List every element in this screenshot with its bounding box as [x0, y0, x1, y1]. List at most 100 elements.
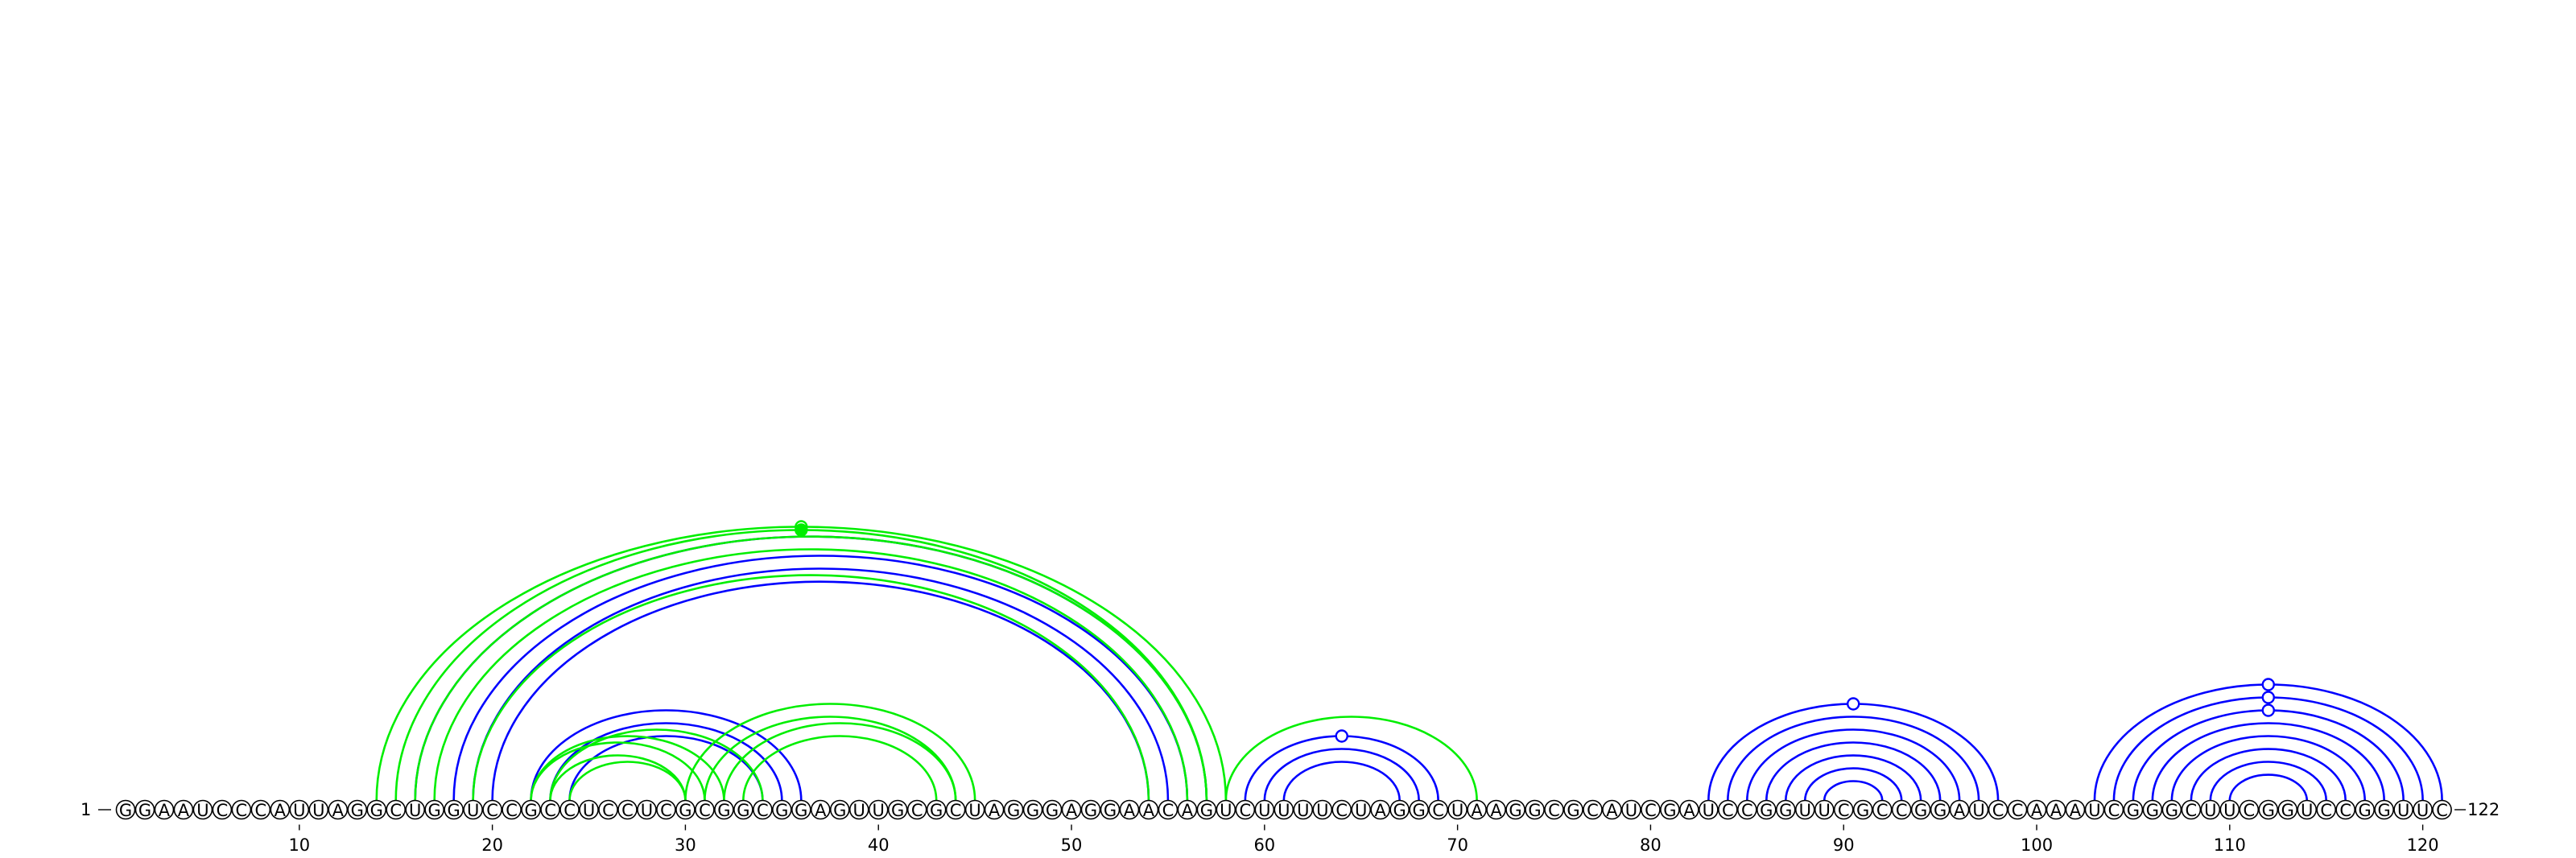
nucleotide-letter: A	[2031, 801, 2043, 820]
nucleotide: C	[2316, 799, 2337, 820]
nucleotide-circle	[1177, 799, 1198, 820]
nucleotide: C	[1891, 799, 1912, 820]
nucleotide-letter: G	[717, 801, 730, 820]
nucleotide-letter: A	[989, 801, 1001, 820]
nucleotide: G	[1505, 799, 1525, 820]
nucleotide-letter: U	[1625, 801, 1637, 820]
nucleotide-circle	[270, 799, 291, 820]
tick-label: 100	[2021, 835, 2053, 855]
end-label: 122	[2467, 800, 2500, 819]
arc-structure-a	[2151, 722, 2385, 801]
nucleotide-circle	[1757, 799, 1777, 820]
nucleotide-circle	[1872, 799, 1893, 820]
nucleotide: C	[1718, 799, 1738, 820]
nucleotide: C	[1988, 799, 2008, 820]
nucleotide-letter: G	[428, 801, 441, 820]
nucleotide-circle	[1544, 799, 1564, 820]
nucleotide-circle	[1660, 799, 1680, 820]
nucleotide-circle	[154, 799, 175, 820]
nucleotide-letter: C	[602, 801, 614, 820]
arc-structure-b	[472, 574, 1150, 801]
nucleotide-circle	[1486, 799, 1506, 820]
nucleotide: U	[848, 799, 869, 820]
nucleotide-letter: U	[467, 801, 479, 820]
arcs-layer	[375, 520, 2443, 801]
nucleotide-letter: C	[660, 801, 672, 820]
nucleotide-circle	[1525, 799, 1545, 820]
nucleotide: G	[1022, 799, 1043, 820]
nucleotide: A	[810, 799, 831, 820]
tick-label: 40	[868, 835, 890, 855]
nucleotide-letter: U	[583, 801, 595, 820]
nucleotide-circle	[945, 799, 966, 820]
nucleotide-letter: C	[1335, 801, 1348, 820]
nucleotide-letter: U	[312, 801, 324, 820]
tick-label: 10	[288, 835, 310, 855]
arc-structure-a	[452, 555, 1189, 801]
nucleotide-circle	[2181, 799, 2202, 820]
nucleotide-circle	[2103, 799, 2124, 820]
nucleotide-circle	[405, 799, 426, 820]
nucleotide-circle	[2084, 799, 2105, 820]
nucleotide-letter: G	[1934, 801, 1946, 820]
nucleotide: U	[579, 799, 599, 820]
nucleotide-circle	[1563, 799, 1583, 820]
nucleotide-letter: U	[1278, 801, 1290, 820]
nucleotide: G	[1080, 799, 1101, 820]
nucleotide-letter: A	[159, 801, 171, 820]
nucleotide-circle	[1602, 799, 1622, 820]
nucleotide-letter: A	[1954, 801, 1966, 820]
nucleotide: U	[637, 799, 657, 820]
nucleotide-letter: A	[178, 801, 190, 820]
nucleotide: G	[733, 799, 753, 820]
nucleotide-letter: G	[2378, 801, 2391, 820]
nucleotide-letter: U	[293, 801, 305, 820]
nucleotide-circle	[328, 799, 349, 820]
nucleotide-letter: C	[1741, 801, 1753, 820]
nucleotide: C	[1583, 799, 1603, 820]
nucleotide-letter: U	[1258, 801, 1270, 820]
nucleotide: C	[2432, 799, 2452, 820]
nucleotide-letter: C	[1896, 801, 1908, 820]
arc-structure-b	[433, 548, 1189, 801]
nucleotide: A	[270, 799, 291, 820]
nucleotide: U	[2297, 799, 2318, 820]
nucleotide-letter: G	[119, 801, 132, 820]
arc-structure-b	[568, 761, 687, 801]
nucleotide: G	[1660, 799, 1680, 820]
nucleotide: G	[2142, 799, 2163, 820]
nucleotide: G	[1757, 799, 1777, 820]
nucleotide-circle	[1138, 799, 1159, 820]
nucleotide-letter: U	[2204, 801, 2216, 820]
nucleotide: A	[1119, 799, 1140, 820]
nucleotide-circle	[1428, 799, 1448, 820]
nucleotide: A	[2026, 799, 2047, 820]
tick-label: 60	[1253, 835, 1275, 855]
nucleotide-letter: G	[1026, 801, 1039, 820]
nucleotide-circle	[868, 799, 889, 820]
nucleotide: U	[1274, 799, 1294, 820]
nucleotide: C	[2335, 799, 2355, 820]
nucleotide-letter: G	[1393, 801, 1406, 820]
nucleotide-circle	[2258, 799, 2279, 820]
nucleotide-letter: G	[1914, 801, 1927, 820]
arc-structure-a	[530, 709, 803, 801]
nucleotide-circle	[2219, 799, 2240, 820]
nucleotide-circle	[2335, 799, 2355, 820]
nucleotide: U	[2219, 799, 2240, 820]
nucleotide: C	[1833, 799, 1854, 820]
nucleotide-letter: C	[1548, 801, 1560, 820]
nucleotide: U	[1814, 799, 1835, 820]
nucleotide-letter: U	[2223, 801, 2235, 820]
nucleotide-circle	[502, 799, 522, 820]
nucleotide: C	[1737, 799, 1757, 820]
arc-structure-a	[1823, 780, 1884, 801]
nucleotide-letter: A	[332, 801, 345, 820]
nucleotide: G	[829, 799, 850, 820]
nucleotide: C	[212, 799, 233, 820]
nucleotide: U	[1699, 799, 1719, 820]
nucleotide-circle	[1293, 799, 1314, 820]
nucleotide: A	[2065, 799, 2086, 820]
nucleotide-letter: U	[2301, 801, 2313, 820]
nucleotide: G	[366, 799, 387, 820]
